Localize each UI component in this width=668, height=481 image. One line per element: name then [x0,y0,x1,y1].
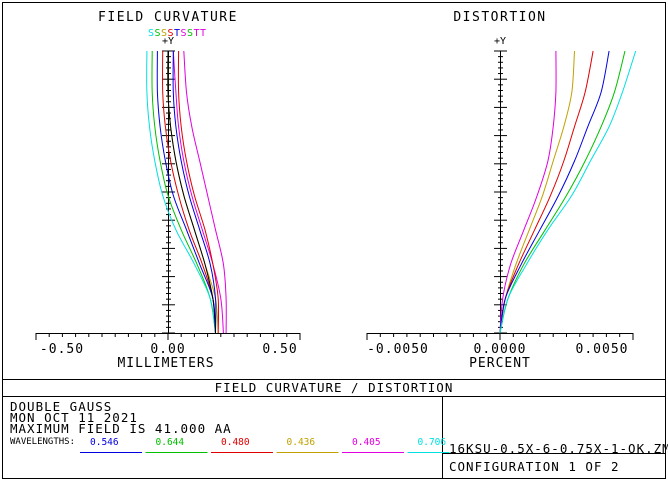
footer-title: FIELD CURVATURE / DISTORTION [215,380,454,395]
fc-series-line [172,50,224,334]
dist-series-line [499,50,637,334]
dist-axes [366,50,634,340]
dist-xtick-left: -0.0050 [367,342,429,357]
dist-xtick-center: 0.0000 [474,342,527,357]
fc-series-line [172,50,217,334]
fc-legend-letter: S [148,28,154,39]
fc-legend-letter: S [187,28,193,39]
fc-series-line [177,50,220,334]
dist-series-line [499,50,626,334]
wavelength-value: 0.644 [156,437,185,448]
date-line: MON OCT 11 2021 [10,410,138,425]
dist-curves [499,50,637,334]
fc-title: FIELD CURVATURE [98,10,238,25]
fc-xtick-right: 0.50 [262,342,297,357]
wavelength-value: 0.546 [90,437,119,448]
fc-series-line [156,50,216,334]
configuration-label: CONFIGURATION 1 OF 2 [449,459,620,474]
fc-legend-letter: T [174,28,180,39]
dist-series-line [499,50,557,334]
wavelength-legend: 0.546 0.644 0.480 0.436 0.405 0.706 [80,437,450,453]
fc-legend-letter: T [200,28,206,39]
fc-x-label: MILLIMETERS [117,356,214,371]
fc-xtick-left: -0.50 [40,342,84,357]
wavelength-value: 0.436 [287,437,316,448]
lens-name: DOUBLE GAUSS [10,399,112,414]
wavelengths-label: WAVELENGTHS: [10,437,75,447]
fc-legend-letter: S [181,28,187,39]
fc-legend-letter: T [194,28,200,39]
fc-series-line [146,50,216,334]
fc-series-line [167,50,216,334]
fc-legend-letter: S [168,28,174,39]
fc-series-line [183,50,227,334]
max-field-line: MAXIMUM FIELD IS 41.000 AA [10,421,232,436]
fc-xtick-center: 0.00 [150,342,185,357]
fc-series-line [151,50,216,334]
wavelength-value: 0.706 [418,437,447,448]
fc-y-label: +Y [162,36,174,47]
dist-series-line [499,50,610,334]
fc-series-line [162,50,216,334]
fc-legend-letter: S [161,28,167,39]
fc-legend-letter: S [155,28,161,39]
fc-curves [146,50,227,334]
dist-x-label: PERCENT [469,356,531,371]
file-name: 16KSU-0.5X-6-0.75X-1-OK.ZMX [449,441,668,456]
dist-series-line [499,50,575,334]
dist-title: DISTORTION [453,10,546,25]
wavelength-value: 0.480 [221,437,250,448]
dist-xtick-right: 0.0050 [576,342,629,357]
dist-y-label: +Y [494,36,506,47]
dist-series-line [499,50,594,334]
wavelength-value: 0.405 [352,437,381,448]
